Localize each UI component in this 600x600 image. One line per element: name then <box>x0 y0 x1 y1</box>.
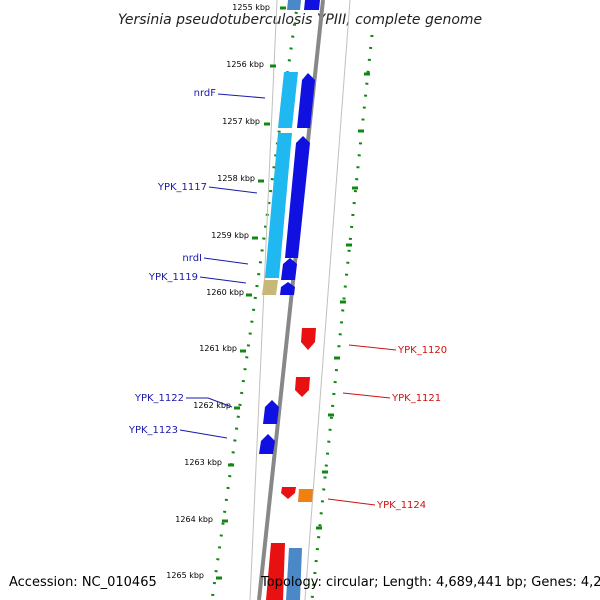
right-track-ticks <box>316 72 370 530</box>
outer-right-dotted-track <box>310 34 374 600</box>
scale-label: 1256 kbp <box>226 60 264 69</box>
gene-label-ypk1121[interactable]: YPK_1121 <box>391 393 441 404</box>
gene-feature-nrdF[interactable] <box>297 73 315 128</box>
scale-label: 1255 kbp <box>232 3 270 12</box>
track-left-edge <box>249 0 278 600</box>
label-connector <box>179 429 228 439</box>
label-connector <box>217 93 266 99</box>
scale-label: 1264 kbp <box>175 515 213 524</box>
label-connector <box>207 397 233 408</box>
gene-label-ypk1120[interactable]: YPK_1120 <box>397 345 447 356</box>
gene-label-ypk1117[interactable]: YPK_1117 <box>157 182 207 193</box>
gene-feature-ypk1121[interactable] <box>295 377 310 397</box>
gene-feature-ypk1124-red[interactable] <box>281 487 296 499</box>
track-right-edge <box>304 0 351 600</box>
scale-label: 1261 kbp <box>199 344 237 353</box>
scale-ticks <box>216 6 286 580</box>
scale-label: 1259 kbp <box>211 231 249 240</box>
gene-feature-nrdF-light[interactable] <box>278 72 298 128</box>
topology-text: Topology: circular; Length: 4,689,441 bp… <box>261 575 600 590</box>
gene-feature[interactable] <box>304 0 320 10</box>
gene-feature[interactable] <box>287 0 301 10</box>
gene-feature-nrdI[interactable] <box>281 258 297 280</box>
gene-feature-ypk1117-light[interactable] <box>265 133 292 278</box>
gene-label-ypk1119[interactable]: YPK_1119 <box>148 272 198 283</box>
gene-feature-ypk1117[interactable] <box>285 136 310 258</box>
label-connector <box>327 498 376 506</box>
gene-label-nrdF[interactable]: nrdF <box>194 88 217 99</box>
map-title: Yersinia pseudotuberculosis YPIII, compl… <box>118 12 482 28</box>
label-connector <box>199 276 247 284</box>
scale-label: 1262 kbp <box>193 401 231 410</box>
gene-label-nrdI[interactable]: nrdI <box>182 253 202 264</box>
gene-feature[interactable] <box>266 543 285 600</box>
gene-label-ypk1123[interactable]: YPK_1123 <box>128 425 178 436</box>
label-connector <box>348 344 397 351</box>
gene-feature-ypk1124[interactable] <box>298 489 313 502</box>
gene-feature[interactable] <box>286 548 302 600</box>
accession-text: Accession: NC_010465 <box>9 575 157 590</box>
label-connector <box>203 257 249 265</box>
scale-label: 1265 kbp <box>166 571 204 580</box>
gene-feature-ypk1123[interactable] <box>259 434 275 454</box>
label-connector <box>342 392 391 399</box>
outer-left-dotted-track <box>210 0 300 600</box>
scale-label: 1258 kbp <box>217 174 255 183</box>
gene-feature-ypk1122[interactable] <box>263 400 279 424</box>
gene-label-ypk1122[interactable]: YPK_1122 <box>134 393 184 404</box>
scale-label: 1260 kbp <box>206 288 244 297</box>
label-connector <box>208 186 258 194</box>
gene-feature-khaki[interactable] <box>262 280 278 295</box>
gene-label-ypk1124[interactable]: YPK_1124 <box>376 500 426 511</box>
gene-feature-ypk1119[interactable] <box>280 282 295 295</box>
gene-feature-ypk1120[interactable] <box>301 328 316 350</box>
scale-label: 1263 kbp <box>184 458 222 467</box>
scale-label: 1257 kbp <box>222 117 260 126</box>
